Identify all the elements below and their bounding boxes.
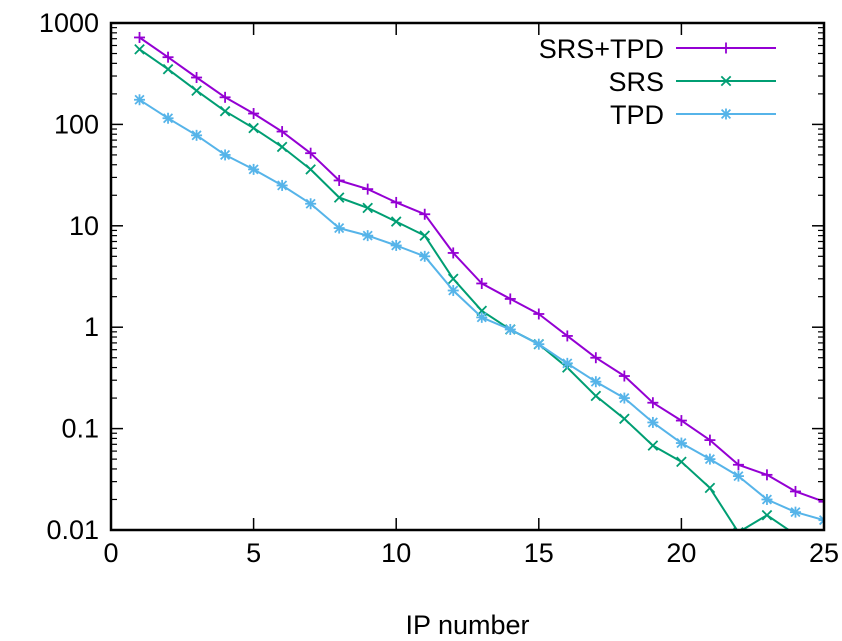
data-point xyxy=(476,311,488,323)
y-tick-label: 10 xyxy=(69,211,99,241)
data-point xyxy=(761,469,773,481)
data-point xyxy=(704,434,716,446)
data-point xyxy=(219,105,231,117)
data-point xyxy=(761,493,773,505)
data-point xyxy=(676,456,687,468)
data-point xyxy=(276,179,288,191)
x-axis-label: IP number xyxy=(405,610,529,640)
data-point xyxy=(362,183,374,195)
data-point xyxy=(191,72,203,84)
data-point xyxy=(248,108,260,120)
data-point xyxy=(720,42,732,54)
data-point xyxy=(333,222,345,234)
data-point xyxy=(590,390,602,402)
data-point xyxy=(305,198,317,210)
data-point xyxy=(818,514,824,526)
series-srs xyxy=(134,44,821,530)
data-point xyxy=(276,126,288,138)
data-point xyxy=(390,216,402,227)
data-point xyxy=(818,496,824,508)
data-point xyxy=(590,376,602,388)
data-point xyxy=(447,247,459,259)
data-point xyxy=(248,122,259,134)
data-point xyxy=(390,196,402,208)
data-point xyxy=(647,440,659,451)
data-point xyxy=(533,308,545,320)
data-point xyxy=(419,208,431,220)
data-point xyxy=(618,392,630,404)
y-tick-label: 0.01 xyxy=(46,515,99,545)
data-point xyxy=(419,250,431,262)
data-point xyxy=(618,370,630,382)
data-point xyxy=(333,192,345,203)
data-point xyxy=(720,108,732,120)
data-point xyxy=(219,149,231,161)
series-line xyxy=(138,48,791,530)
data-point xyxy=(447,273,459,285)
x-tick-label: 10 xyxy=(381,538,411,568)
data-point xyxy=(419,230,431,241)
series-line xyxy=(138,36,824,503)
data-point xyxy=(720,75,732,87)
data-point xyxy=(134,44,145,55)
data-point xyxy=(704,453,716,465)
data-point xyxy=(561,357,573,369)
data-point xyxy=(390,239,402,251)
series-srs-tpd xyxy=(134,31,824,508)
plot-frame xyxy=(109,21,826,532)
data-point xyxy=(789,506,801,518)
data-point xyxy=(619,413,630,425)
legend-label: SRS+TPD xyxy=(539,34,664,64)
x-tick-label: 5 xyxy=(246,538,261,568)
data-point xyxy=(732,470,744,482)
data-point xyxy=(162,51,174,63)
data-point xyxy=(191,85,202,97)
data-point xyxy=(504,323,516,335)
data-point xyxy=(162,63,174,75)
data-point xyxy=(219,91,231,103)
data-point xyxy=(789,485,801,497)
x-tick-label: 25 xyxy=(809,538,839,568)
data-point xyxy=(704,482,716,494)
legend-label: SRS xyxy=(608,67,664,97)
data-point xyxy=(476,277,488,289)
data-point xyxy=(134,31,146,43)
data-point xyxy=(647,397,659,409)
data-point xyxy=(732,459,744,471)
data-point xyxy=(761,509,773,521)
y-tick-label: 1 xyxy=(84,312,99,342)
data-point xyxy=(675,415,687,427)
x-tick-label: 20 xyxy=(666,538,696,568)
data-point xyxy=(248,163,260,175)
data-point xyxy=(191,129,203,141)
data-point xyxy=(162,112,174,124)
data-point xyxy=(333,174,345,186)
axes-layer: 0 5 10 15 20 25 0.01 0.1 1 10 100 1000 xyxy=(39,8,839,568)
data-point xyxy=(533,338,545,350)
data-point xyxy=(561,330,573,342)
data-point xyxy=(362,230,374,242)
data-point xyxy=(305,164,316,175)
y-tick-label: 1000 xyxy=(39,8,99,38)
data-point xyxy=(590,352,602,364)
series-layer xyxy=(134,31,824,530)
data-point xyxy=(305,147,317,159)
series-tpd xyxy=(134,94,824,526)
data-point xyxy=(647,416,659,428)
data-point xyxy=(675,437,687,449)
data-point xyxy=(362,202,373,214)
data-point xyxy=(276,141,288,153)
x-tick-label: 0 xyxy=(103,538,118,568)
legend-label: TPD xyxy=(610,100,664,130)
y-tick-label: 100 xyxy=(54,109,99,139)
data-point xyxy=(790,529,801,530)
data-point xyxy=(134,94,146,106)
data-point xyxy=(504,293,516,305)
y-tick-label: 0.1 xyxy=(61,414,99,444)
data-point xyxy=(447,285,459,297)
x-tick-label: 15 xyxy=(524,538,554,568)
